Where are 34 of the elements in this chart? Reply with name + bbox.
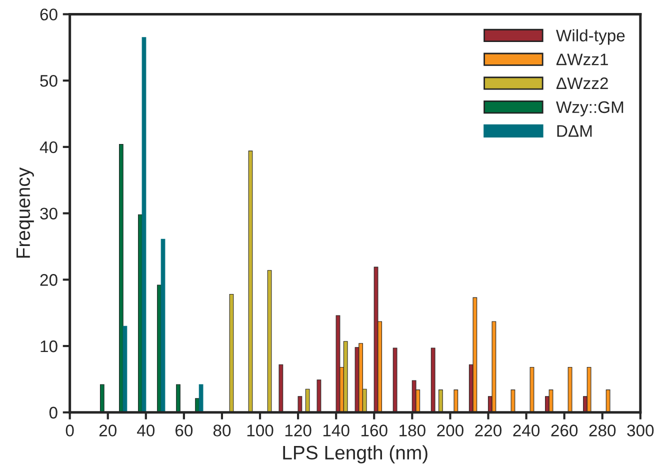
- x-tick-label: 40: [137, 424, 155, 436]
- legend-label: Wild-type: [556, 29, 625, 45]
- x-tick-label: 100: [247, 424, 274, 436]
- x-tick-label: 280: [589, 424, 616, 436]
- y-axis-title: Frequency: [16, 167, 34, 258]
- legend-label: Wzy::GM: [556, 101, 624, 116]
- x-tick-label: 0: [66, 424, 74, 436]
- x-tick-label: 260: [551, 424, 578, 436]
- x-tick-label: 220: [475, 424, 502, 436]
- x-tick-label: 240: [513, 424, 540, 436]
- y-tick-label: 20: [40, 274, 58, 286]
- x-tick-label: 160: [361, 424, 388, 436]
- x-tick-label: 300: [627, 424, 654, 436]
- legend-label: DΔM: [557, 125, 592, 137]
- x-tick-label: 200: [437, 424, 464, 436]
- y-tick-label: 0: [49, 406, 58, 419]
- x-tick-label: 80: [213, 424, 231, 436]
- bar: [142, 37, 146, 412]
- x-axis-title: LPS Length (nm): [283, 445, 428, 464]
- y-tick-label: 40: [40, 141, 58, 154]
- x-tick-label: 180: [400, 424, 426, 436]
- bar: [198, 384, 204, 412]
- y-tick-label: 60: [40, 8, 58, 20]
- legend-label: ΔWzz1: [556, 54, 608, 66]
- x-tick-label: 20: [99, 424, 116, 436]
- x-tick-label: 120: [285, 424, 312, 436]
- x-tick-label: 60: [176, 424, 193, 436]
- x-tick-label: 140: [323, 424, 350, 436]
- bar: [160, 238, 166, 412]
- y-tick-label: 30: [40, 208, 58, 220]
- legend-label: ΔWzz2: [556, 77, 608, 90]
- y-tick-label: 50: [40, 74, 58, 87]
- bar: [122, 326, 128, 412]
- y-tick-label: 10: [40, 340, 58, 352]
